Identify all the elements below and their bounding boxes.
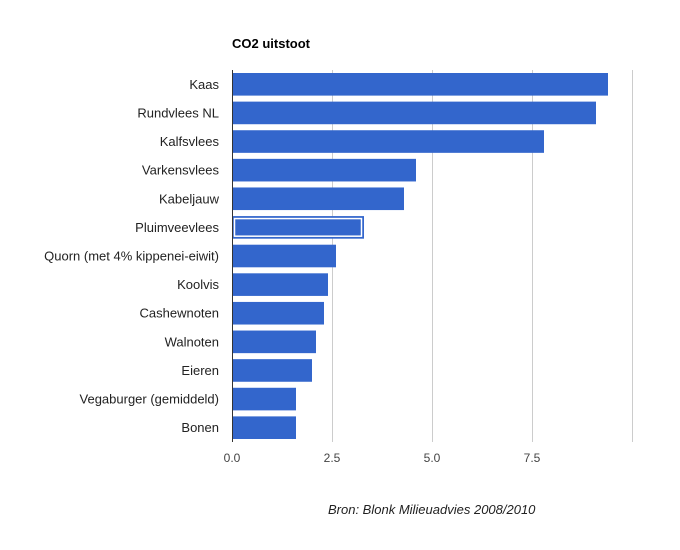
bar[interactable] <box>232 244 336 268</box>
category-label: Rundvlees NL <box>137 105 219 120</box>
bar[interactable] <box>232 216 364 239</box>
bar[interactable] <box>232 273 328 296</box>
bar[interactable] <box>232 158 416 182</box>
bar[interactable] <box>232 359 312 382</box>
category-label: Vegaburger (gemiddeld) <box>80 392 219 407</box>
bar[interactable] <box>232 416 296 439</box>
category-label: Kalfsvlees <box>160 134 220 149</box>
category-labels: Kaas Rundvlees NL Kalfsvlees Varkensvlees Ka… <box>44 77 219 435</box>
category-label: Quorn (met 4% kippenei-eiwit) <box>44 249 219 264</box>
category-label: Kaas <box>189 77 219 92</box>
x-tick-label: 2.5 <box>324 451 341 465</box>
category-label: Bonen <box>181 420 219 435</box>
bar-highlight-outline <box>233 217 363 237</box>
x-tick-label: 7.5 <box>524 451 541 465</box>
bar[interactable] <box>232 130 544 153</box>
category-label: Cashewnoten <box>140 306 220 321</box>
bar[interactable] <box>232 101 596 125</box>
bar[interactable] <box>232 301 324 325</box>
bars <box>232 73 608 439</box>
bar[interactable] <box>232 187 404 211</box>
category-label: Koolvis <box>177 277 219 292</box>
x-tick-label: 0.0 <box>224 451 241 465</box>
x-tick-labels: 0.0 2.5 5.0 7.5 <box>224 451 541 465</box>
category-label: Kabeljauw <box>159 191 220 206</box>
bar[interactable] <box>232 73 608 96</box>
x-tick-label: 5.0 <box>424 451 441 465</box>
category-label: Pluimveevlees <box>135 220 219 235</box>
chart-title: CO2 uitstoot <box>232 36 310 51</box>
category-label: Eieren <box>181 363 219 378</box>
bar[interactable] <box>232 387 296 411</box>
bar[interactable] <box>232 330 316 354</box>
category-label: Walnoten <box>165 334 219 349</box>
gridlines <box>332 70 633 442</box>
source-note: Bron: Blonk Milieuadvies 2008/2010 <box>328 502 536 517</box>
category-label: Varkensvlees <box>142 163 220 178</box>
